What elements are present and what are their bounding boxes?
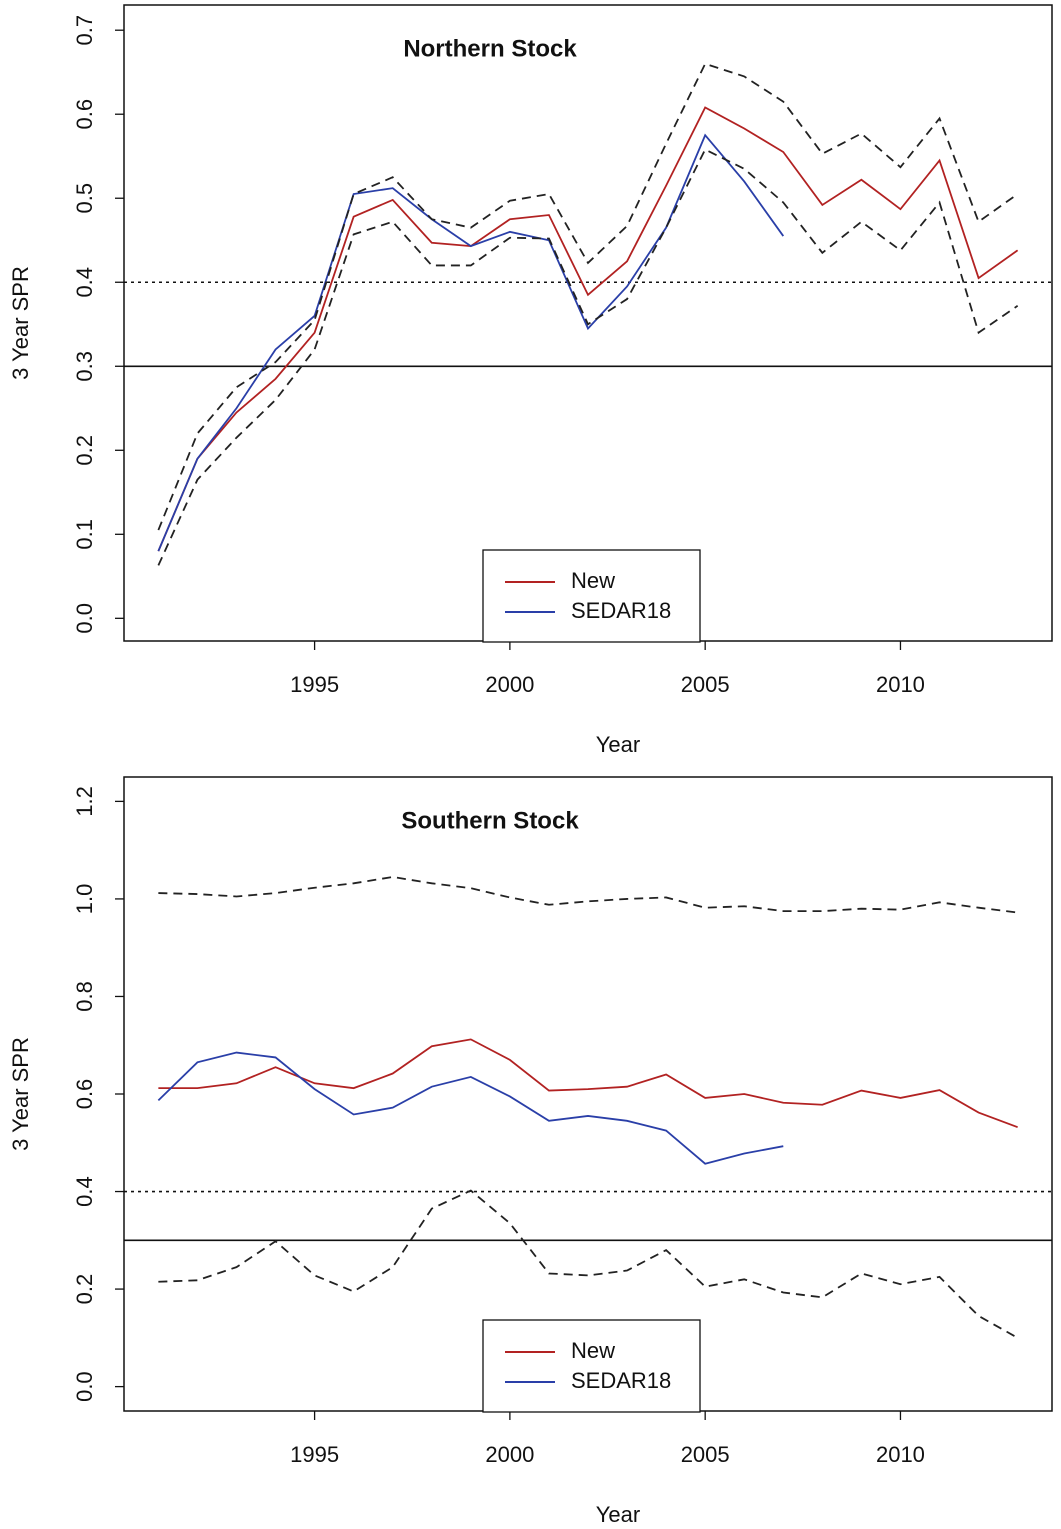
legend-box	[482, 1319, 701, 1413]
series-line	[158, 876, 1018, 914]
y-tick-label: 0.6	[72, 99, 97, 130]
chart-title: Southern Stock	[401, 807, 579, 834]
series-line	[157, 62, 1019, 531]
y-tick-label: 0.2	[72, 1274, 97, 1305]
series-line	[157, 106, 1019, 552]
y-axis-title: 3 Year SPR	[8, 1037, 33, 1151]
y-axis-title: 3 Year SPR	[8, 266, 33, 380]
series-line	[158, 1189, 1019, 1339]
x-axis-title: Year	[596, 1502, 640, 1527]
series-line	[157, 1051, 784, 1165]
y-tick-label: 0.1	[72, 519, 97, 550]
x-tick-label: 2005	[681, 1442, 730, 1467]
x-tick-label: 1995	[290, 672, 339, 697]
legend-box	[482, 549, 701, 643]
y-tick-label: 0.7	[72, 15, 97, 46]
y-tick-label: 0.0	[72, 1371, 97, 1402]
legend-label: New	[571, 1338, 615, 1363]
y-tick-label: 0.8	[72, 981, 97, 1012]
legend-label: New	[571, 568, 615, 593]
y-tick-label: 0.2	[72, 435, 97, 466]
x-tick-label: 2010	[876, 1442, 925, 1467]
legend-label: SEDAR18	[571, 1368, 671, 1393]
y-tick-label: 0.5	[72, 183, 97, 214]
series-line	[157, 148, 1019, 566]
x-tick-label: 2005	[681, 672, 730, 697]
y-tick-label: 0.4	[72, 267, 97, 298]
y-tick-label: 0.6	[72, 1079, 97, 1110]
x-tick-label: 1995	[290, 1442, 339, 1467]
series-line	[157, 133, 785, 552]
y-tick-label: 0.3	[72, 351, 97, 382]
y-tick-label: 1.0	[72, 884, 97, 915]
plot-frame	[123, 776, 1053, 1412]
x-tick-label: 2000	[485, 1442, 534, 1467]
x-tick-label: 2000	[485, 672, 534, 697]
legend-label: SEDAR18	[571, 598, 671, 623]
x-tick-label: 2010	[876, 672, 925, 697]
x-axis-title: Year	[596, 732, 640, 757]
y-tick-label: 0.0	[72, 603, 97, 634]
y-tick-label: 0.4	[72, 1176, 97, 1207]
y-tick-label: 1.2	[72, 786, 97, 817]
series-line	[158, 1038, 1018, 1129]
chart-title: Northern Stock	[403, 35, 577, 62]
